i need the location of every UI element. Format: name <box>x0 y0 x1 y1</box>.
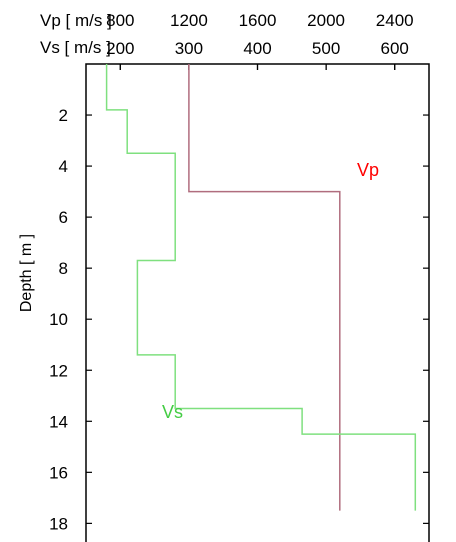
vp-tick-label: 2400 <box>376 11 414 30</box>
y-tick-label: 14 <box>49 412 68 431</box>
y-tick-label: 6 <box>59 208 68 227</box>
vp-tick-label: 1600 <box>239 11 277 30</box>
vs-tick-label: 200 <box>106 39 134 58</box>
series-label-vs: Vs <box>162 402 183 422</box>
vs-tick-label: 500 <box>312 39 340 58</box>
vp-tick-label: 2000 <box>307 11 345 30</box>
y-tick-label: 8 <box>59 259 68 278</box>
y-tick-label: 18 <box>49 514 68 533</box>
y-tick-label: 16 <box>49 463 68 482</box>
series-label-vp: Vp <box>357 160 379 180</box>
vp-tick-label: 800 <box>106 11 134 30</box>
vp-axis-label: Vp [ m/s ] <box>40 11 112 30</box>
series-line-vp <box>188 64 341 511</box>
y-tick-label: 2 <box>59 106 68 125</box>
y-tick-labels: 2 4 6 8 10 12 14 16 18 <box>49 106 68 533</box>
y-axis-label: Depth [ m ] <box>18 234 35 312</box>
vs-axis-label: Vs [ m/s ] <box>40 38 111 57</box>
top-tick-labels: 800 1200 1600 2000 2400 200 300 400 500 600 <box>106 11 414 58</box>
vs-tick-label: 300 <box>175 39 203 58</box>
tick-marks <box>86 64 429 524</box>
series-layer <box>105 64 417 511</box>
y-tick-label: 10 <box>49 310 68 329</box>
vs-tick-label: 600 <box>381 39 409 58</box>
vp-tick-label: 1200 <box>170 11 208 30</box>
series-line-vs <box>105 64 417 511</box>
y-tick-label: 12 <box>49 361 68 380</box>
y-tick-label: 4 <box>59 157 68 176</box>
vs-tick-label: 400 <box>243 39 271 58</box>
